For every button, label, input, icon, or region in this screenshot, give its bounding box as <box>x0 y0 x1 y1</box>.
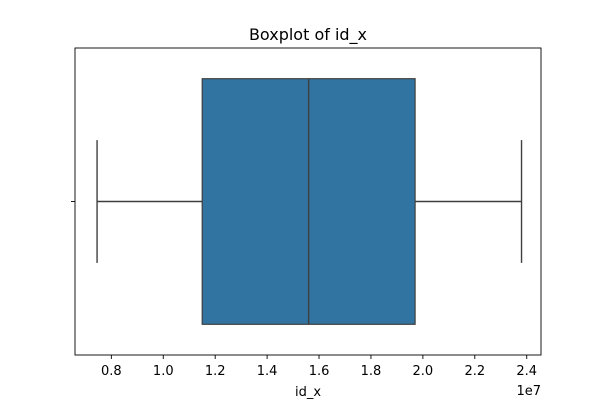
x-axis-scale-exponent: 1e7 <box>516 384 541 399</box>
x-axis-label: id_x <box>295 385 321 400</box>
x-tick-label: 2.4 <box>516 364 537 379</box>
x-tick-label: 1.8 <box>361 364 382 379</box>
x-tick-label: 2.0 <box>413 364 434 379</box>
x-tick-label: 1.4 <box>257 364 278 379</box>
plot-area: 0.8 1.0 1.2 1.4 1.6 1.8 2.0 2.2 2.4 <box>71 47 542 379</box>
x-tick-label: 1.0 <box>153 364 174 379</box>
x-tick-label: 2.2 <box>464 364 485 379</box>
x-tick-label: 1.6 <box>309 364 330 379</box>
chart-title: Boxplot of id_x <box>249 25 367 45</box>
x-tick-label: 0.8 <box>101 364 122 379</box>
x-tick-label: 1.2 <box>205 364 226 379</box>
